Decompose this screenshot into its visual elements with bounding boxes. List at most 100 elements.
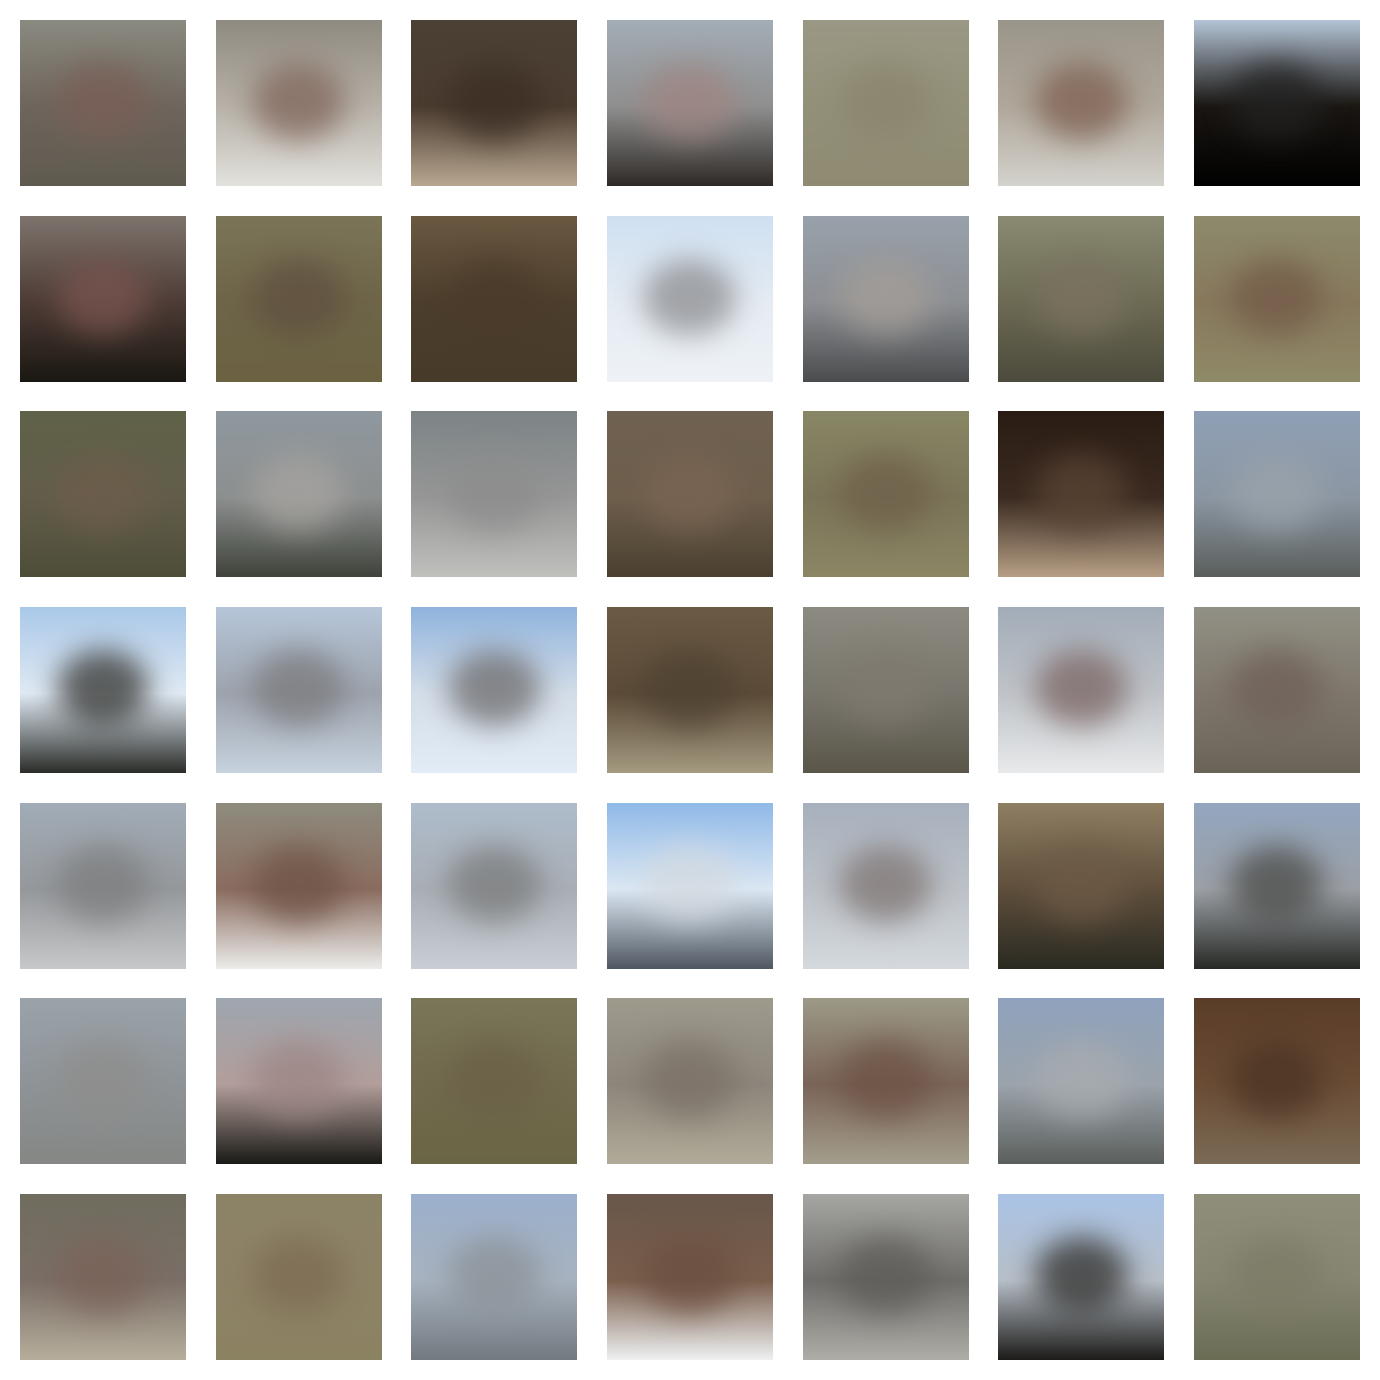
blurred-object xyxy=(1230,845,1324,923)
blurred-object xyxy=(1034,63,1128,140)
thumbnail-tile xyxy=(1193,411,1360,578)
thumbnail-tile xyxy=(215,1193,382,1360)
thumbnail-tile xyxy=(20,411,186,578)
blurred-object xyxy=(1034,845,1128,923)
thumbnail-tile xyxy=(606,998,773,1165)
thumbnail-tile xyxy=(802,802,969,969)
blurred-object xyxy=(447,845,541,923)
blurred-object xyxy=(447,1237,541,1314)
thumbnail-tile xyxy=(20,998,186,1165)
blurred-object xyxy=(1230,454,1324,531)
blurred-object xyxy=(252,650,346,727)
blurred-object xyxy=(56,258,150,336)
thumbnail-tile xyxy=(411,998,578,1165)
blurred-object xyxy=(643,63,737,140)
thumbnail-tile xyxy=(215,802,382,969)
blurred-object xyxy=(1034,1041,1128,1118)
blurred-object xyxy=(1034,1237,1128,1314)
thumbnail-tile xyxy=(411,411,578,578)
blurred-object xyxy=(1230,1041,1324,1118)
thumbnail-tile xyxy=(20,215,186,382)
thumbnail-tile xyxy=(998,998,1165,1165)
thumbnail-tile xyxy=(20,606,186,773)
thumbnail-tile xyxy=(606,1193,773,1360)
thumbnail-tile xyxy=(1193,215,1360,382)
thumbnail-tile xyxy=(998,411,1165,578)
blurred-object xyxy=(56,1041,150,1118)
thumbnail-tile xyxy=(802,215,969,382)
blurred-object xyxy=(252,454,346,531)
blurred-object xyxy=(56,63,150,140)
thumbnail-tile xyxy=(20,20,186,186)
blurred-object xyxy=(1230,258,1324,336)
thumbnail-tile xyxy=(606,411,773,578)
thumbnail-tile xyxy=(411,1193,578,1360)
blurred-object xyxy=(447,650,541,727)
thumbnail-tile xyxy=(215,606,382,773)
blurred-object xyxy=(447,454,541,531)
thumbnail-tile xyxy=(1193,606,1360,773)
blurred-object xyxy=(1034,258,1128,336)
blurred-object xyxy=(643,845,737,923)
thumbnail-tile xyxy=(411,802,578,969)
blurred-object xyxy=(1230,650,1324,727)
thumbnail-tile xyxy=(802,606,969,773)
thumbnail-tile xyxy=(215,998,382,1165)
blurred-object xyxy=(447,63,541,140)
blurred-object xyxy=(56,454,150,531)
blurred-object xyxy=(252,845,346,923)
thumbnail-tile xyxy=(1193,998,1360,1165)
blurred-object xyxy=(56,1237,150,1314)
thumbnail-tile xyxy=(215,411,382,578)
thumbnail-tile xyxy=(606,215,773,382)
blurred-object xyxy=(643,454,737,531)
thumbnail-tile xyxy=(998,802,1165,969)
thumbnail-tile xyxy=(411,20,578,186)
blurred-object xyxy=(643,1041,737,1118)
thumbnail-tile xyxy=(802,20,969,186)
blurred-object xyxy=(643,650,737,727)
blurred-object xyxy=(839,454,933,531)
thumbnail-tile xyxy=(606,20,773,186)
thumbnail-tile xyxy=(1193,20,1360,186)
thumbnail-tile xyxy=(998,606,1165,773)
blurred-object xyxy=(56,845,150,923)
thumbnail-tile xyxy=(1193,1193,1360,1360)
blurred-object xyxy=(643,1237,737,1314)
thumbnail-tile xyxy=(802,998,969,1165)
blurred-object xyxy=(643,258,737,336)
blurred-object xyxy=(447,258,541,336)
thumbnail-tile xyxy=(20,802,186,969)
thumbnail-tile xyxy=(411,215,578,382)
thumbnail-tile xyxy=(802,1193,969,1360)
thumbnail-tile xyxy=(606,606,773,773)
thumbnail-tile xyxy=(998,1193,1165,1360)
blurred-object xyxy=(839,1237,933,1314)
thumbnail-grid xyxy=(20,20,1360,1360)
blurred-object xyxy=(839,258,933,336)
blurred-object xyxy=(839,650,933,727)
blurred-object xyxy=(1230,1237,1324,1314)
thumbnail-tile xyxy=(1193,802,1360,969)
thumbnail-tile xyxy=(411,606,578,773)
blurred-object xyxy=(252,63,346,140)
blurred-object xyxy=(56,650,150,727)
blurred-object xyxy=(447,1041,541,1118)
blurred-object xyxy=(252,1041,346,1118)
blurred-object xyxy=(252,1237,346,1314)
blurred-object xyxy=(1034,454,1128,531)
thumbnail-tile xyxy=(998,20,1165,186)
thumbnail-tile xyxy=(802,411,969,578)
blurred-object xyxy=(1034,650,1128,727)
blurred-object xyxy=(839,63,933,140)
thumbnail-tile xyxy=(998,215,1165,382)
thumbnail-tile xyxy=(606,802,773,969)
blurred-object xyxy=(1230,63,1324,140)
blurred-object xyxy=(839,845,933,923)
blurred-object xyxy=(839,1041,933,1118)
blurred-object xyxy=(252,258,346,336)
thumbnail-tile xyxy=(20,1193,186,1360)
thumbnail-tile xyxy=(215,20,382,186)
thumbnail-tile xyxy=(215,215,382,382)
